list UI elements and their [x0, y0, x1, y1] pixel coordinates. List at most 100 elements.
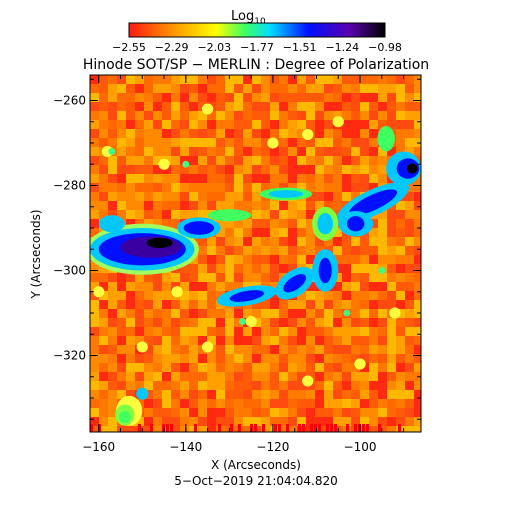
heatmap-cell [198, 336, 207, 345]
heatmap-cell [270, 336, 279, 345]
heatmap-cell [261, 120, 270, 129]
heatmap-cell [369, 219, 378, 228]
heatmap-cell [387, 282, 396, 291]
heatmap-cell [126, 354, 135, 363]
heatmap-cell [243, 192, 252, 201]
polarization-feature [98, 215, 125, 233]
heatmap-cell [234, 363, 243, 372]
heatmap-cell [234, 318, 243, 327]
heatmap-cell [135, 84, 144, 93]
heatmap-cell [198, 363, 207, 372]
heatmap-cell [243, 417, 252, 426]
heatmap-cell [315, 327, 324, 336]
heatmap-cell [369, 309, 378, 318]
heatmap-cell [396, 417, 405, 426]
heatmap-cell [378, 156, 387, 165]
heatmap-cell [396, 327, 405, 336]
heatmap-cell [126, 183, 135, 192]
colorbar-label: Log10 [231, 9, 266, 27]
heatmap-cell [180, 273, 189, 282]
heatmap-cell [99, 417, 108, 426]
heatmap-cell [234, 237, 243, 246]
heatmap-cell [324, 390, 333, 399]
heatmap-cell [117, 309, 126, 318]
heatmap-cell [306, 345, 315, 354]
heatmap-cell [153, 156, 162, 165]
heatmap-cell [234, 246, 243, 255]
heatmap-cell [153, 147, 162, 156]
heatmap-cell [189, 291, 198, 300]
heatmap-cell [310, 424, 313, 432]
heatmap-cell [153, 120, 162, 129]
heatmap-cell [180, 309, 189, 318]
polarization-feature [346, 216, 365, 232]
heatmap-cell [252, 237, 261, 246]
heatmap-cell [198, 327, 207, 336]
heatmap-cell [171, 363, 180, 372]
heatmap-cell [234, 84, 243, 93]
heatmap-cell [378, 309, 387, 318]
heatmap-cell [207, 291, 216, 300]
heatmap-cell [297, 165, 306, 174]
heatmap-cell [351, 399, 360, 408]
heatmap-cell [306, 93, 315, 102]
heatmap-cell [414, 246, 421, 255]
heatmap-cell [333, 345, 342, 354]
heatmap-cell [90, 282, 99, 291]
x-tick-label: −120 [256, 440, 289, 454]
heatmap-cell [234, 417, 243, 426]
heatmap-cell [252, 147, 261, 156]
heatmap-cell [117, 336, 126, 345]
heatmap-cell [270, 156, 279, 165]
heatmap-cell [297, 300, 306, 309]
heatmap-cell [288, 300, 297, 309]
heatmap-cell [351, 300, 360, 309]
heatmap-cell [405, 138, 414, 147]
heatmap-cell [207, 327, 216, 336]
heatmap-cell [396, 318, 405, 327]
heatmap-cell [387, 120, 396, 129]
heatmap-cell [153, 309, 162, 318]
heatmap-cell [288, 174, 297, 183]
heatmap-cell [342, 345, 351, 354]
heatmap-cell [369, 363, 378, 372]
heatmap-cell [342, 264, 351, 273]
heatmap-cell [279, 264, 288, 273]
heatmap-cell [99, 75, 108, 84]
heatmap-cell [270, 147, 279, 156]
heatmap-cell [369, 129, 378, 138]
polarization-feature [136, 341, 148, 353]
heatmap-cell [216, 138, 225, 147]
heatmap-cell [234, 345, 243, 354]
heatmap-cell [252, 273, 261, 282]
heatmap-cell [216, 282, 225, 291]
colorbar [128, 22, 386, 38]
heatmap-cell [288, 93, 297, 102]
heatmap-cell [117, 273, 126, 282]
heatmap-cell [297, 129, 306, 138]
heatmap-cell [315, 84, 324, 93]
heatmap-cell [98, 424, 101, 432]
heatmap-cell [279, 147, 288, 156]
heatmap-cell [405, 426, 414, 432]
heatmap-cell [162, 84, 171, 93]
heatmap-cell [126, 300, 135, 309]
heatmap-cell [297, 363, 306, 372]
heatmap-cell [306, 291, 315, 300]
heatmap-cell [398, 424, 401, 432]
heatmap-cell [351, 363, 360, 372]
heatmap-cell [230, 424, 233, 432]
heatmap-cell [243, 237, 252, 246]
heatmap-cell [333, 381, 342, 390]
heatmap-cell [261, 399, 270, 408]
heatmap-cell [90, 424, 93, 432]
heatmap-cell [270, 129, 279, 138]
heatmap-cell [387, 255, 396, 264]
heatmap-cell [225, 129, 234, 138]
heatmap-cell [90, 120, 99, 129]
heatmap-cell [180, 408, 189, 417]
heatmap-cell [108, 75, 117, 84]
heatmap-cell [360, 165, 369, 174]
heatmap-cell [297, 426, 306, 432]
heatmap-cell [405, 183, 414, 192]
